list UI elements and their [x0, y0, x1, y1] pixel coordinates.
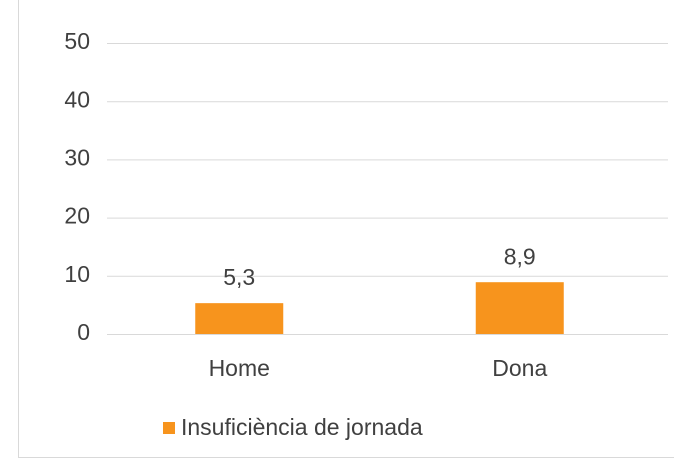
legend-label: Insuficiència de jornada: [181, 414, 423, 440]
bar: [475, 282, 564, 334]
legend-swatch: [163, 422, 175, 434]
x-tick-label: Dona: [492, 355, 547, 381]
y-tick-label: 40: [64, 86, 90, 112]
y-tick-label: 0: [77, 319, 90, 345]
chart-border: [18, 0, 674, 458]
y-tick-label: 50: [64, 28, 90, 54]
y-tick-label: 10: [64, 261, 90, 287]
data-label: 5,3: [223, 264, 255, 290]
y-tick-label: 30: [64, 144, 90, 170]
data-label: 8,9: [504, 243, 536, 269]
bar: [195, 303, 284, 334]
x-tick-label: Home: [209, 355, 270, 381]
y-tick-label: 20: [64, 203, 90, 229]
